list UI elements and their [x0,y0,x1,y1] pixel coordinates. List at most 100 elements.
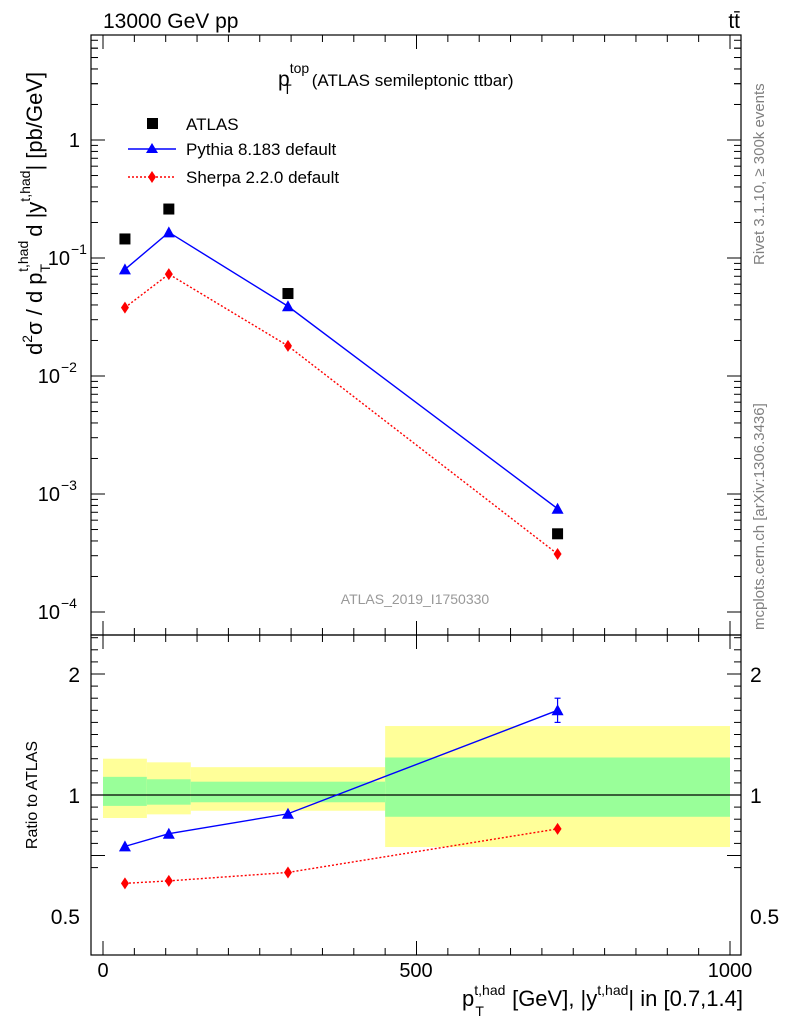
title-text: (ATLAS semileptonic ttbar) [312,71,514,90]
legend-sherpa-label: Sherpa 2.2.0 default [186,168,339,187]
pythia-point [162,226,175,238]
main-panel: 1 10 −1 10 −2 10 −3 10 −4 d2σ / d pTt,ha… [15,34,742,636]
ratio-series [118,697,564,890]
sherpa-line [124,273,559,555]
ratio-sherpa-point [164,874,173,887]
ylabel-T: T [37,263,53,272]
title-sub: T [283,81,292,97]
pythia-point [281,300,294,312]
ylabel-two: 2 [19,335,35,343]
band-inner [385,757,730,817]
y-tick-0.1-exp: −1 [71,241,87,257]
xlabel-end: | in [0.7,1.4] [628,986,743,1011]
title-sup: top [290,60,310,76]
y-tick-label-0.01-exp: −2 [61,359,77,375]
xlabel-p: p [462,986,474,1011]
band-inner [103,776,147,806]
legend-pythia-label: Pythia 8.183 default [186,140,337,159]
xlabel-mid: [GeV], |y [506,986,597,1011]
mcplots-label: mcplots.cern.ch [arXiv:1306.3436] [751,403,768,630]
y-tick-label-0.0001: 10 [38,602,60,624]
ratio-sherpa-line [124,828,558,885]
main-axis-ticks [91,35,741,635]
ratio-y-tick-2-right: 2 [750,664,762,687]
y-tick-0.001-exp: −3 [61,477,77,493]
ratio-series-clipped [118,697,564,890]
sherpa-point [553,548,562,561]
ratio-sherpa-point [283,866,292,879]
band-inner [190,781,386,803]
atlas-point [163,203,175,215]
pythia-point [551,502,564,514]
svg-text:d2σ / d pTt,hadd |yt,had| [p: d2σ / d pTt,hadd |yt,had| [pb/GeV] [15,72,53,355]
sherpa-point [120,301,129,314]
ylabel-sigma: σ / d p [22,272,47,335]
main-y-tick-labels: 1 10 −1 10 −2 10 −3 10 −4 [38,130,87,624]
xlabel-thad2: t,had [597,982,628,998]
x-axis-label: pt,had T [GeV], |yt,had| in [0.7,1.4] [462,982,743,1019]
ylabel-thad: t,had [15,241,31,272]
y-tick-label-0.0001-exp: −4 [61,595,77,611]
pythia-line [124,231,558,510]
ratio-axis-ticks [91,635,741,955]
xlabel-T: T [475,1003,484,1019]
y-tick-label-0.1-exp: −1 [71,241,87,257]
sherpa-point [283,339,292,352]
ratio-y-tick-1: 1 [68,785,80,808]
x-tick-1000: 1000 [708,960,753,982]
ratio-pythia-line [124,709,558,848]
title-var: p [278,68,290,91]
x-tick-500: 500 [399,960,432,982]
legend-atlas-marker [147,118,158,129]
analysis-id: ATLAS_2019_I1750330 [341,591,490,607]
atlas-point [119,233,131,245]
ratio-pythia-point [551,704,564,716]
ratio-y-axis-label: Ratio to ATLAS [24,741,41,849]
ratio-sherpa-point [120,877,129,890]
ratio-y-tick-0.5-right: 0.5 [750,906,779,929]
legend-atlas-label: ATLAS [186,115,239,134]
pythia-point [118,263,131,275]
process-label: tt̄ [728,10,740,33]
y-tick-0.0001-base: 10 [38,602,60,624]
y-tick-0.1-base: 10 [48,248,70,270]
ratio-pythia-point [281,807,294,819]
legend-sherpa-marker [148,171,156,183]
ratio-pythia-point [118,840,131,852]
sherpa-point [164,268,173,281]
ylabel-thad2: t,had [17,171,33,202]
y-tick-label-0.001: 10 [38,484,60,506]
ratio-sherpa-point [553,822,562,835]
y-tick-0.01-exp: −2 [61,359,77,375]
band-inner [146,779,191,805]
ratio-y-tick-0.5: 0.5 [51,906,80,929]
y-tick-0.01-base: 10 [38,366,60,388]
y-tick-1-base: 1 [69,130,80,152]
xlabel-thad: t,had [474,982,505,998]
ratio-frame [90,634,742,956]
y-tick-label-0.01: 10 [38,366,60,388]
ylabel-d2: d [22,343,47,355]
y-tick-label-0.1: 10 [48,248,70,270]
ylabel-end: | [pb/GeV] [22,72,47,171]
y-tick-label-0.001-exp: −3 [61,477,77,493]
rivet-label: Rivet 3.1.10, ≥ 300k events [751,83,768,265]
ylabel-mid: d |y [22,202,47,237]
atlas-point [282,288,294,300]
atlas-point [552,528,564,540]
y-tick-0.0001-exp: −4 [61,595,77,611]
x-tick-0: 0 [97,960,108,982]
energy-label: 13000 GeV pp [103,10,238,33]
ratio-pythia-point [162,827,175,839]
main-y-axis-label: d2σ / d pTt,hadd |yt,had| [pb/GeV] [15,72,53,355]
ratio-y-tick-2: 2 [68,664,80,687]
y-tick-label-1: 1 [69,130,80,152]
legend-pythia-marker [146,143,158,153]
plot-title: ptop T (ATLAS semileptonic ttbar) [278,60,514,97]
ratio-y-tick-1-right: 1 [750,785,762,808]
y-tick-0.001-base: 10 [38,484,60,506]
main-series [118,203,564,561]
ratio-panel: 2 1 0.5 2 1 0.5 0 500 1000 Ratio to ATLA… [24,634,779,1019]
